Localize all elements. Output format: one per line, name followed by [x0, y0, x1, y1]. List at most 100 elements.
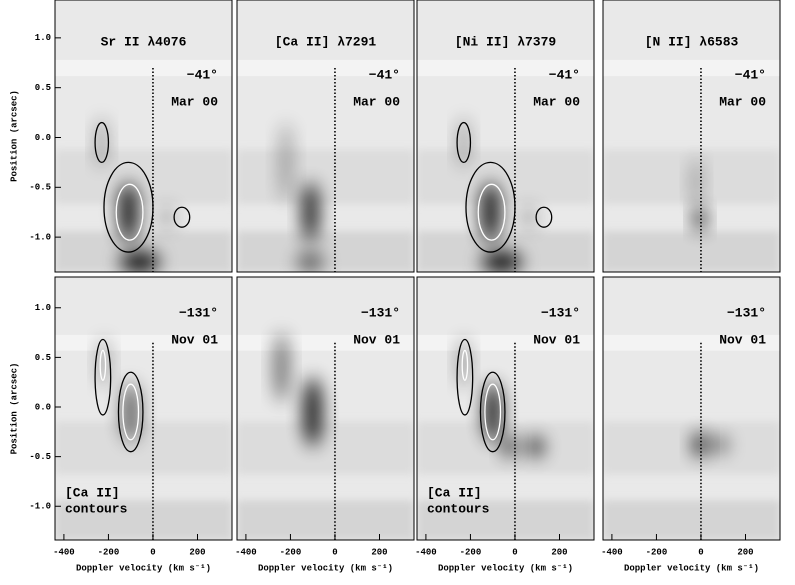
emission-blob: [118, 182, 139, 243]
panel-title: [Ni II] λ7379: [455, 34, 557, 49]
y-tick-label: -1.0: [29, 502, 51, 512]
panel-frame: [602, 0, 781, 273]
panel-frame: [416, 276, 595, 541]
y-tick-label: 1.0: [35, 303, 51, 313]
emission-blob: [96, 117, 108, 168]
sky-band: [55, 334, 232, 351]
panel: [Ca II] λ7291 −41° Mar 00: [236, 0, 415, 273]
spectrum-image: [417, 277, 594, 540]
sky-band: [603, 231, 780, 272]
emission-blob: [157, 205, 176, 230]
emission-blob: [694, 207, 706, 232]
spectrum-image: [603, 277, 780, 540]
contour: [456, 338, 474, 416]
x-tick-label: 0: [512, 547, 517, 557]
y-tick-label: 0.0: [35, 133, 51, 143]
panel-title: [Ca II] λ7291: [275, 34, 377, 49]
y-tick-label: -0.5: [29, 452, 51, 462]
sky-band: [55, 149, 232, 204]
sky-band: [237, 231, 414, 272]
panel-annotation: −131°: [727, 305, 766, 320]
emission-blob: [274, 332, 289, 403]
emission-blob: [119, 252, 160, 272]
emission-blob: [481, 252, 522, 272]
sky-band: [603, 334, 780, 351]
spectrum-image: [237, 277, 414, 540]
contour: [117, 371, 144, 453]
sky-band: [417, 149, 594, 204]
panel-annotation: Nov 01: [533, 332, 580, 347]
emission-blob: [693, 432, 707, 457]
x-axis-label: Doppler velocity (km s⁻¹): [76, 563, 211, 573]
panel-annotation: −41°: [187, 67, 218, 82]
contour: [122, 383, 140, 441]
image-background: [417, 0, 594, 272]
panel-title: [N II] λ6583: [645, 34, 739, 49]
panel-annotation: −41°: [369, 67, 400, 82]
x-tick-label: -400: [53, 547, 75, 557]
panel: Sr II λ4076 −41° Mar 00 1.0 0.5 0.0 -0.5 -1.0 Po…: [9, 0, 233, 273]
spectrum-image: [603, 0, 780, 272]
x-axis-label: Doppler velocity (km s⁻¹): [438, 563, 573, 573]
emission-blob: [526, 436, 544, 457]
sky-band: [603, 500, 780, 540]
spectrum-image: [237, 0, 414, 272]
emission-blob: [458, 117, 470, 168]
x-axis-label: Doppler velocity (km s⁻¹): [624, 563, 759, 573]
emission-blob: [690, 157, 703, 208]
x-tick-label: -400: [235, 547, 257, 557]
sky-band: [55, 500, 232, 540]
image-background: [237, 277, 414, 540]
sky-band: [237, 59, 414, 77]
contour: [456, 121, 472, 164]
panel-annotation: Mar 00: [533, 94, 580, 109]
x-tick-label: -200: [646, 547, 668, 557]
x-tick-label: 200: [737, 547, 753, 557]
sky-band: [55, 59, 232, 77]
x-tick-label: 0: [332, 547, 337, 557]
panel-frame: [236, 0, 415, 273]
y-axis-label: Position (arcsec): [9, 90, 19, 182]
panel-note: [Ca II]: [65, 485, 120, 500]
sky-band: [237, 149, 414, 204]
panel: −131° Nov 01 [Ca II]contours -400 -200 0 200 1.…: [9, 276, 233, 573]
panel-annotation: Nov 01: [719, 332, 766, 347]
image-background: [237, 0, 414, 272]
emission-blob: [121, 382, 140, 442]
emission-blob: [480, 182, 501, 243]
panel-note: contours: [65, 501, 128, 516]
panel-annotation: −131°: [179, 305, 218, 320]
x-tick-label: 200: [189, 547, 205, 557]
panel: −131° Nov 01 [Ca II]contours -400 -200 0 200 Do…: [415, 276, 595, 573]
panel-frame: [416, 0, 595, 273]
panel: [N II] λ6583 −41° Mar 00: [602, 0, 781, 273]
spectrum-image: [417, 0, 594, 272]
panel-annotation: −41°: [735, 67, 766, 82]
panel-annotation: Mar 00: [719, 94, 766, 109]
emission-blob: [519, 205, 538, 230]
sky-band: [237, 421, 414, 475]
y-axis-label: Position (arcsec): [9, 363, 19, 455]
contour: [115, 183, 144, 241]
sky-band: [417, 500, 594, 540]
y-tick-label: -1.0: [29, 233, 51, 243]
panel-annotation: Mar 00: [353, 94, 400, 109]
panel: −131° Nov 01 -400 -200 0 200 Doppler velocity …: [601, 276, 781, 573]
sky-band: [603, 421, 780, 475]
spectrum-image: [55, 0, 232, 272]
panel: [Ni II] λ7379 −41° Mar 00: [416, 0, 595, 273]
emission-blob: [483, 382, 502, 442]
panel-annotation: Nov 01: [171, 332, 218, 347]
contour: [465, 161, 516, 253]
x-tick-label: -200: [98, 547, 120, 557]
y-tick-label: 1.0: [35, 33, 51, 43]
contour: [535, 206, 553, 228]
x-tick-label: 0: [698, 547, 703, 557]
sky-band: [603, 59, 780, 77]
y-tick-label: 0.0: [35, 402, 51, 412]
x-tick-label: -200: [280, 547, 302, 557]
panel-note: [Ca II]: [427, 485, 482, 500]
emission-blob: [502, 436, 517, 457]
contour: [173, 206, 191, 228]
